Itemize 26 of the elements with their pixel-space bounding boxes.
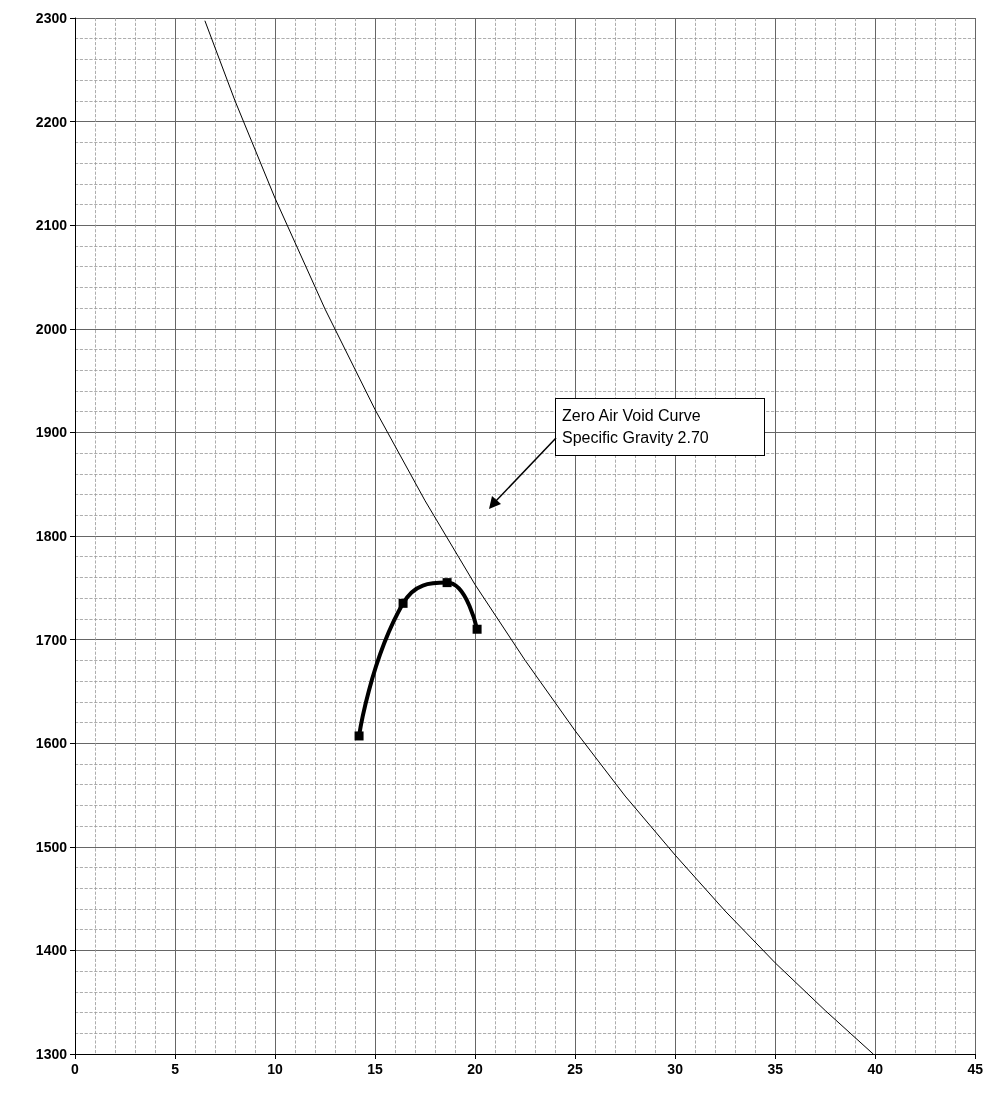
point	[398, 598, 408, 608]
x-tick-label: 5	[171, 1061, 180, 1077]
y-tick-label: 1300	[35, 1046, 68, 1062]
y-tick-label: 1600	[35, 735, 68, 752]
point	[472, 624, 482, 634]
x-tick-label: 0	[71, 1061, 80, 1077]
x-tick-label: 15	[367, 1061, 384, 1077]
point	[354, 731, 364, 741]
x-tick-label: 25	[567, 1061, 584, 1077]
x-tick-label: 10	[267, 1061, 284, 1077]
y-tick-label: 2000	[35, 320, 68, 337]
y-tick-label: 1800	[35, 528, 68, 544]
callout-box: Zero Air Void Curve Specific Gravity 2.70	[555, 398, 765, 456]
y-tick-label: 1700	[35, 631, 68, 648]
y-tick-label: 2100	[35, 217, 68, 234]
x-tick-label: 45	[967, 1061, 984, 1077]
point	[442, 578, 452, 588]
y-tick-label: 2200	[35, 113, 68, 130]
y-tick-label: 1900	[35, 424, 68, 441]
x-tick-label: 30	[667, 1061, 684, 1077]
x-tick-label: 40	[867, 1061, 884, 1077]
x-tick-label: 20	[467, 1061, 484, 1077]
x-tick-label: 35	[767, 1061, 784, 1077]
y-tick-label: 2300	[35, 10, 68, 26]
y-tick-label: 1500	[35, 838, 68, 855]
y-tick-label: 1400	[35, 942, 68, 959]
